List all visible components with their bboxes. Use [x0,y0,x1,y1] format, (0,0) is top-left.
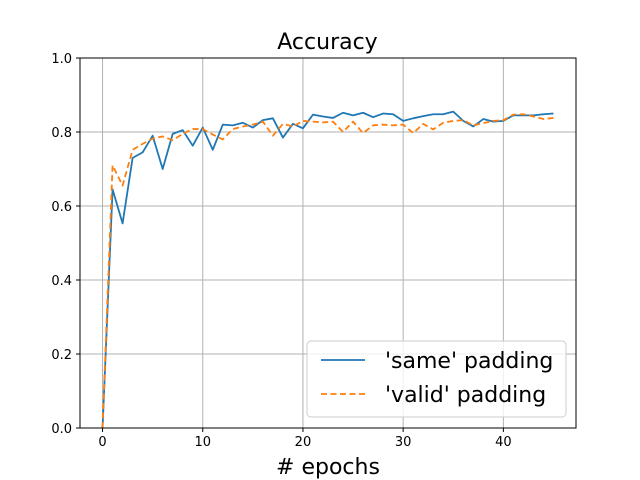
y-tick-label: 0.0 [51,422,72,437]
y-tick-label: 1.0 [51,52,72,67]
legend-frame [306,340,567,418]
series-line-same-padding [101,110,554,428]
x-tick-label: 20 [295,435,312,450]
axis-ticks: 0 10 20 30 40 0.0 0.2 0.4 0.6 0.8 1.0 [51,52,511,450]
x-axis-label: # epochs [276,455,380,480]
x-tick-label: 0 [98,435,106,450]
series-layer [101,110,554,428]
plot-area-frame [79,57,577,429]
x-tick-label: 10 [194,435,211,450]
y-tick-label: 0.8 [51,126,72,141]
y-tick-label: 0.4 [51,274,72,289]
legend-label-same-padding: 'same' padding [385,349,553,374]
x-tick-label: 40 [495,435,512,450]
legend-label-valid-padding: 'valid' padding [385,383,546,408]
y-tick-label: 0.6 [51,200,72,215]
y-tick-label: 0.2 [51,348,72,363]
legend: 'same' padding 'valid' padding [306,340,567,418]
series-line-valid-padding [101,113,554,428]
x-tick-label: 30 [395,435,412,450]
chart-title: Accuracy [277,30,377,55]
